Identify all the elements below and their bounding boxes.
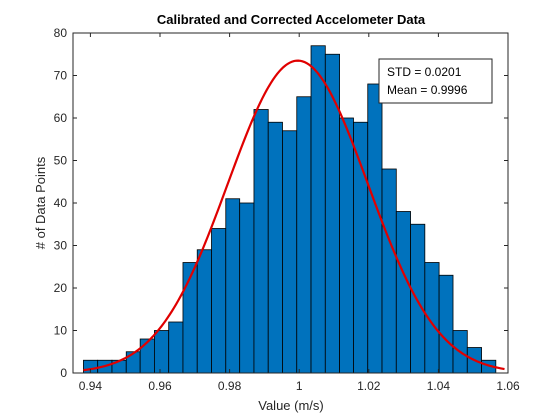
y-tick-label: 50: [54, 154, 68, 168]
histogram-bar: [282, 130, 298, 374]
x-tick-label: 1.06: [496, 379, 520, 393]
x-tick-label: 1: [296, 379, 303, 393]
histogram-bar: [296, 96, 312, 374]
histogram-bars: [83, 45, 497, 374]
histogram-bar: [324, 53, 340, 374]
histogram-bar: [225, 198, 241, 374]
y-tick-label: 30: [54, 239, 68, 253]
histogram-bar: [410, 223, 426, 374]
stats-annotation: STD = 0.0201 Mean = 0.9996: [378, 58, 493, 104]
y-tick-label: 70: [54, 69, 68, 83]
annotation-box-border: [378, 58, 493, 104]
histogram-bar: [381, 168, 397, 374]
histogram-bar: [125, 351, 141, 374]
y-tick-label: 20: [54, 281, 68, 295]
y-tick-label: 80: [54, 26, 68, 40]
x-tick-label: 1.02: [357, 379, 381, 393]
histogram-bar: [395, 211, 411, 374]
x-tick-label: 0.94: [79, 379, 103, 393]
histogram-bar: [154, 330, 170, 374]
x-axis-label: Value (m/s): [258, 398, 324, 413]
x-tick-label: 0.96: [148, 379, 172, 393]
histogram-bar: [168, 321, 184, 374]
normal-fit-line: [83, 59, 505, 372]
chart-title: Calibrated and Corrected Accelometer Dat…: [157, 12, 426, 27]
x-tick-label: 0.98: [218, 379, 242, 393]
histogram-bar: [438, 274, 454, 374]
histogram-bar: [267, 121, 283, 374]
y-axis-label: # of Data Points: [33, 156, 48, 249]
y-axis-ticks: 0 10 20 30 40 50 60 70 80: [54, 26, 508, 380]
histogram-bar: [139, 338, 155, 374]
y-tick-label: 10: [54, 324, 68, 338]
histogram-bar: [367, 83, 383, 374]
x-axis-ticks: 0.94 0.96 0.98 1 1.02 1.04 1.06: [79, 33, 520, 393]
histogram-bar: [196, 249, 212, 374]
y-tick-label: 60: [54, 111, 68, 125]
y-tick-label: 0: [60, 366, 67, 380]
fit-curve-group: [83, 59, 505, 372]
y-tick-label: 40: [54, 196, 68, 210]
annotation-std: STD = 0.0201: [387, 65, 462, 79]
histogram-bar: [239, 202, 255, 374]
annotation-mean: Mean = 0.9996: [387, 83, 468, 97]
histogram-bar: [253, 109, 269, 374]
x-tick-label: 1.04: [427, 379, 451, 393]
histogram-bar: [339, 117, 354, 374]
histogram-bar: [353, 121, 369, 374]
histogram-bar: [211, 228, 227, 374]
histogram-bar: [310, 45, 326, 374]
